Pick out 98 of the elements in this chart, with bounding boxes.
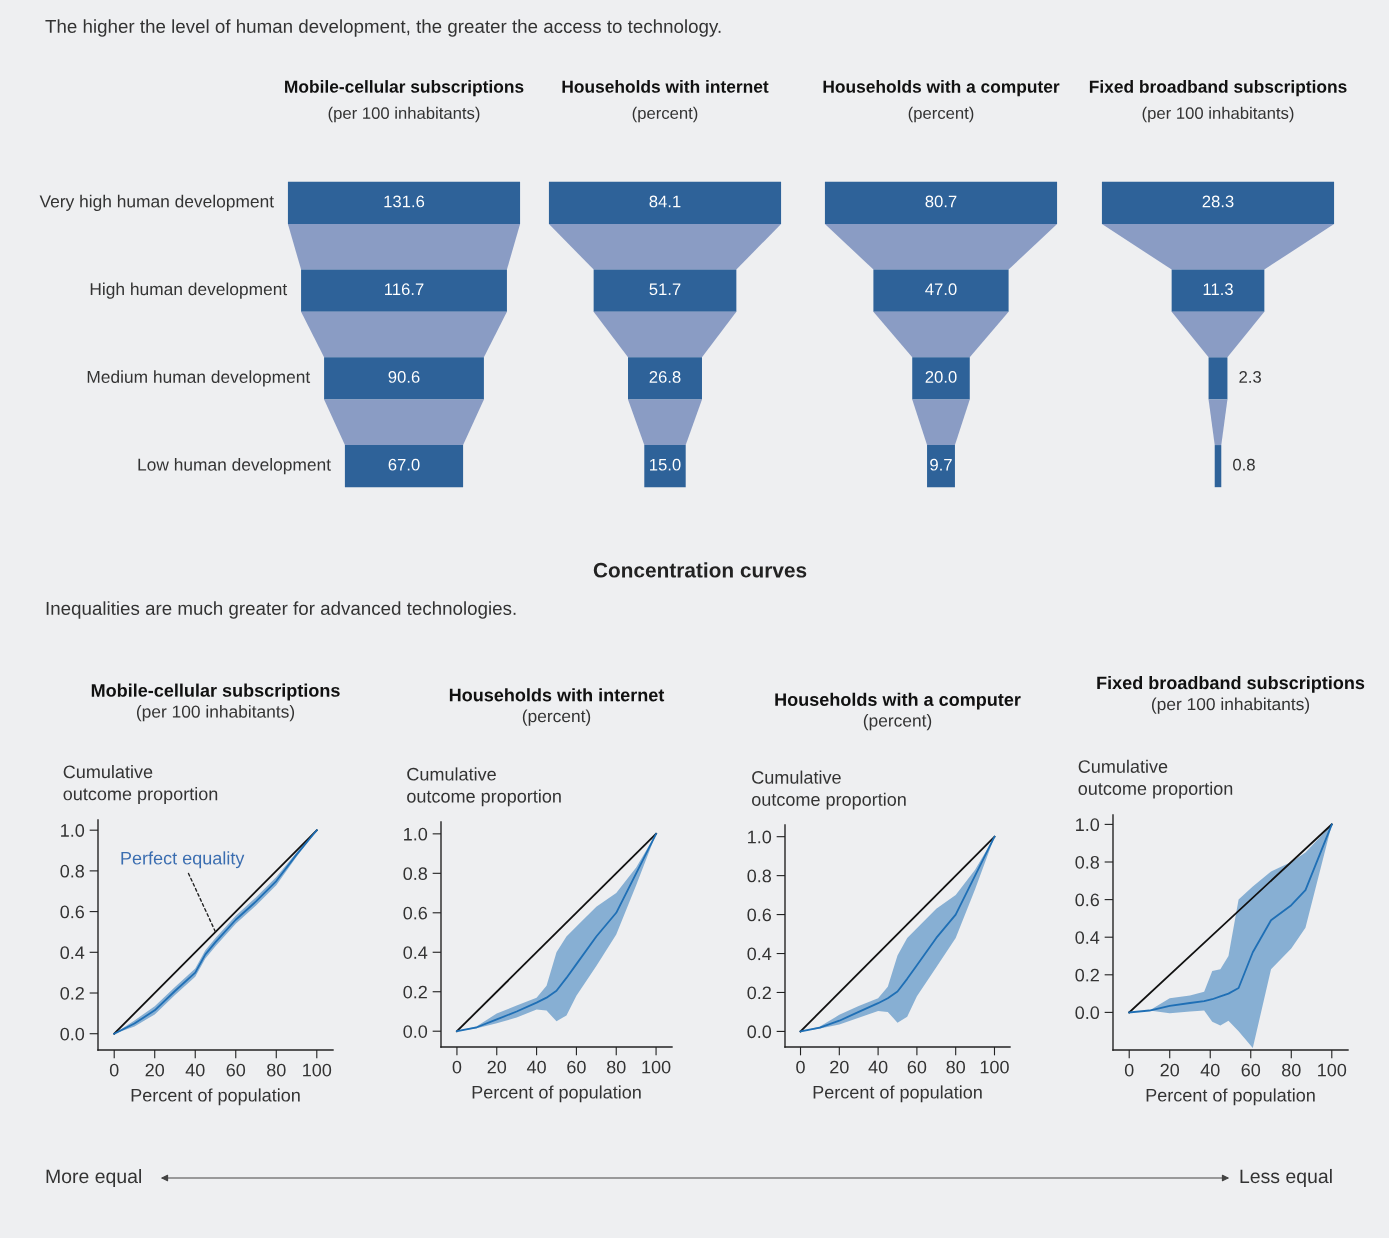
x-tick-label: 80 [946, 1060, 966, 1074]
x-tick-label: 100 [980, 1060, 1009, 1074]
x-tick-label: 100 [303, 1063, 332, 1077]
x-tick-label: 20 [145, 1063, 165, 1077]
x-tick-label: 80 [1282, 1063, 1301, 1077]
y-tick-label: 0.2 [747, 986, 771, 1000]
y-axis-title: Cumulative outcome proportion [63, 765, 218, 804]
data-label: 0.8 [1233, 458, 1255, 471]
chart-subtitle: (percent) [863, 714, 932, 731]
text: Fixed broadband subscriptions [1089, 80, 1347, 97]
text: (percent) [632, 106, 698, 123]
x-tick-label: 100 [642, 1060, 671, 1074]
x-tick-label: 20 [1160, 1063, 1180, 1077]
y-tick-label: 0.4 [60, 946, 85, 960]
data-label: 51.7 [649, 283, 681, 296]
y-tick-label: 0.0 [747, 1025, 772, 1039]
chart-subtitle: (per 100 inhabitants) [1151, 697, 1310, 714]
data-label: 80.7 [925, 195, 957, 208]
data-label: 26.8 [649, 371, 681, 383]
y-tick-label: 0.2 [60, 986, 84, 1000]
text: The higher the level of human development, the greater the access to technology. [45, 19, 721, 37]
y-tick-label: 0.6 [403, 906, 428, 920]
y-tick-label: 1.0 [1076, 818, 1100, 832]
y-tick-label: 0.8 [403, 867, 428, 881]
y-axis-title: Cumulative outcome proportion [1078, 759, 1233, 799]
y-tick-label: 1.0 [748, 830, 772, 844]
data-label: 47.0 [925, 283, 957, 296]
chart-title: Households with a computer [775, 692, 1021, 710]
y-tick-label: 0.2 [403, 985, 427, 999]
x-tick-label: 0 [796, 1060, 805, 1074]
x-axis-title: Percent of population [131, 1088, 300, 1106]
data-label: 15.0 [650, 458, 681, 471]
x-tick-label: 20 [830, 1060, 849, 1074]
text: (per 100 inhabitants) [1142, 106, 1294, 123]
text: Mobile-cellular subscriptions [285, 80, 524, 97]
text: Inequalities are much greater for advanced technologies. [46, 601, 516, 619]
x-tick-label: 0 [1124, 1063, 1134, 1077]
text: Households with internet [562, 80, 769, 93]
y-tick-label: 0.4 [403, 946, 428, 959]
y-tick-label: 0.4 [1075, 931, 1100, 944]
data-label: 20.0 [925, 371, 957, 383]
x-tick-label: 80 [267, 1063, 286, 1077]
y-tick-label: 0.8 [747, 869, 772, 883]
text: (per 100 inhabitants) [328, 106, 480, 123]
category-label: Medium human development [87, 370, 311, 387]
y-tick-label: 0.2 [1075, 968, 1099, 982]
x-tick-label: 60 [567, 1060, 586, 1074]
chart-subtitle: (percent) [522, 709, 591, 726]
x-tick-label: 60 [1241, 1063, 1261, 1077]
data-label: 2.3 [1239, 371, 1261, 383]
y-tick-label: 1.0 [61, 824, 85, 837]
y-tick-label: 0.6 [747, 908, 772, 922]
x-axis-title: Percent of population [813, 1085, 982, 1103]
data-label: 84.1 [649, 195, 681, 208]
x-tick-label: 40 [868, 1060, 888, 1074]
category-label: Very high human development [39, 194, 274, 211]
x-tick-label: 40 [526, 1060, 546, 1074]
text: More equal [46, 1168, 141, 1188]
y-axis-title: Cumulative outcome proportion [752, 770, 906, 810]
chart-title: Fixed broadband subscriptions [1097, 675, 1365, 693]
text: (percent) [908, 106, 974, 123]
y-axis-title: Cumulative outcome proportion [407, 767, 561, 807]
text: Concentration curves [593, 562, 807, 578]
y-tick-label: 0.0 [60, 1027, 85, 1041]
x-tick-label: 0 [109, 1063, 119, 1077]
data-label: 90.6 [388, 371, 420, 383]
y-tick-label: 0.4 [747, 947, 772, 961]
y-tick-label: 0.0 [403, 1025, 428, 1038]
x-tick-label: 40 [1200, 1063, 1220, 1077]
y-tick-label: 0.0 [1075, 1006, 1100, 1020]
y-tick-label: 1.0 [404, 827, 428, 841]
text: Less equal [1240, 1168, 1332, 1188]
x-tick-label: 60 [907, 1060, 927, 1074]
data-label: 67.0 [388, 458, 420, 471]
x-tick-label: 100 [1318, 1063, 1347, 1077]
chart-title: Households with internet [449, 688, 665, 702]
chart-title: Mobile-cellular subscriptions [91, 683, 340, 701]
data-label: 28.3 [1202, 195, 1234, 208]
data-label: 11.3 [1203, 283, 1233, 296]
x-tick-label: 40 [185, 1063, 205, 1077]
category-label: Low human development [138, 458, 331, 475]
x-tick-label: 60 [226, 1063, 246, 1077]
text: Households with a computer [823, 80, 1060, 97]
y-tick-label: 0.8 [1075, 855, 1100, 869]
category-label: High human development [90, 282, 288, 299]
data-label: 131.6 [384, 195, 425, 208]
x-tick-label: 0 [452, 1060, 462, 1074]
y-tick-label: 0.6 [60, 905, 85, 919]
series-label: Perfect equality [121, 851, 245, 869]
y-tick-label: 0.6 [1075, 893, 1100, 907]
x-tick-label: 20 [487, 1060, 507, 1074]
x-tick-label: 80 [606, 1060, 626, 1074]
data-label: 9.7 [930, 458, 952, 471]
chart-subtitle: (per 100 inhabitants) [136, 705, 295, 722]
x-axis-title: Percent of population [472, 1085, 641, 1103]
y-tick-label: 0.8 [60, 864, 85, 878]
x-axis-title: Percent of population [1146, 1088, 1315, 1106]
data-label: 116.7 [385, 283, 424, 296]
